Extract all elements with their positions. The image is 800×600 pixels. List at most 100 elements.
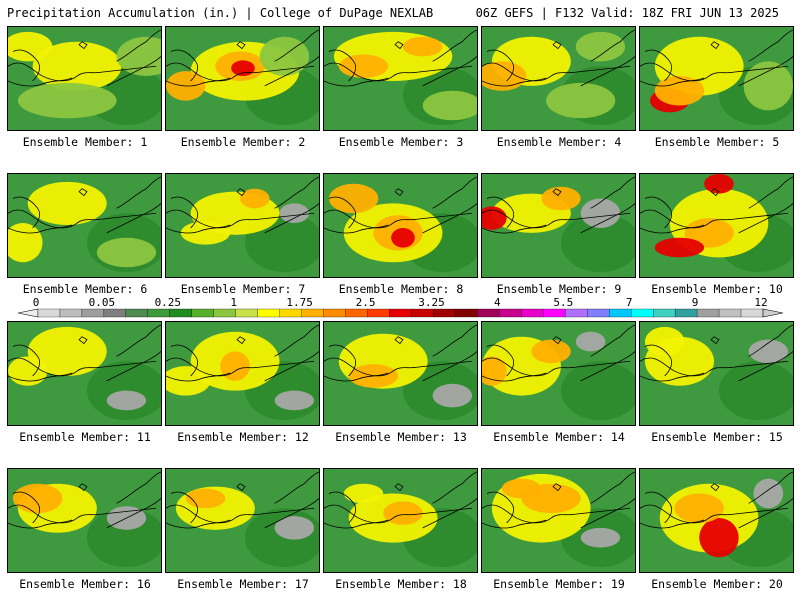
- colorbar-swatch: [301, 308, 324, 318]
- boundary-line: [264, 203, 319, 234]
- boundary-line: [482, 519, 547, 529]
- precip-area: [343, 483, 384, 504]
- boundary-line: [580, 56, 635, 87]
- boundary-line: [324, 519, 389, 529]
- precip-map: [166, 27, 319, 130]
- precip-area: [274, 516, 315, 540]
- precip-map: [482, 27, 635, 130]
- boundary-line: [394, 188, 404, 197]
- colorbar-tick-label: 5.5: [553, 296, 574, 309]
- colorbar-swatch: [631, 308, 654, 318]
- ensemble-map-panel: [323, 468, 478, 573]
- precip-area: [106, 390, 147, 411]
- precip-area: [220, 351, 250, 381]
- boundary-line: [417, 360, 473, 368]
- boundary-line: [394, 336, 404, 345]
- colorbar-swatch: [103, 308, 127, 318]
- boundary-line: [12, 344, 41, 377]
- colorbar-swatch: [565, 308, 588, 318]
- colorbar-tick-label: 1: [230, 296, 238, 309]
- precip-area: [8, 31, 53, 62]
- boundary-line: [101, 507, 157, 515]
- boundary-line: [78, 41, 88, 50]
- boundary-line: [432, 324, 477, 357]
- boundary-line: [733, 212, 789, 220]
- colorbar-swatch: [477, 308, 500, 318]
- boundary-line: [590, 176, 635, 209]
- colorbar-swatch: [543, 308, 566, 318]
- boundary-line: [710, 188, 720, 197]
- colorbar-swatch: [191, 308, 214, 318]
- boundary-line: [274, 471, 319, 504]
- precip-area: [718, 361, 793, 421]
- colorbar-left-arrow: [17, 308, 39, 318]
- boundary-line: [170, 49, 199, 82]
- precip-area: [231, 60, 255, 77]
- boundary-line: [738, 56, 793, 87]
- boundary-line: [12, 49, 41, 82]
- precip-area: [432, 383, 473, 408]
- ensemble-map-panel: [639, 468, 794, 573]
- ensemble-map-panel: [323, 26, 478, 131]
- ensemble-map-panel: [7, 468, 162, 573]
- panel-label: Ensemble Member: 7: [180, 282, 306, 296]
- boundary-line: [417, 212, 473, 220]
- boundary-line: [590, 471, 635, 504]
- colorbar-tick-label: 12: [754, 296, 768, 309]
- boundary-line: [644, 196, 673, 229]
- boundary-line: [482, 77, 547, 87]
- boundary-line: [78, 188, 88, 197]
- ensemble-map-panel: [165, 173, 320, 278]
- boundary-line: [486, 491, 515, 524]
- boundary-line: [166, 519, 231, 529]
- boundary-line: [640, 519, 705, 529]
- boundary-line: [274, 176, 319, 209]
- precip-area: [338, 54, 389, 79]
- colorbar-swatch: [740, 308, 764, 318]
- boundary-line: [8, 77, 73, 87]
- boundary-line: [575, 65, 631, 73]
- precip-map: [166, 322, 319, 425]
- panel-label: Ensemble Member: 6: [22, 282, 148, 296]
- panel-label: Ensemble Member: 16: [19, 577, 151, 591]
- boundary-line: [106, 56, 161, 87]
- colorbar-swatch: [169, 308, 192, 318]
- precip-map: [482, 174, 635, 277]
- boundary-line: [78, 483, 88, 492]
- boundary-line: [324, 77, 389, 87]
- boundary-line: [106, 351, 161, 382]
- boundary-line: [748, 324, 793, 357]
- colorbar-swatch: [59, 308, 83, 318]
- colorbar-swatch: [235, 308, 258, 318]
- boundary-line: [166, 372, 231, 382]
- boundary-line: [328, 49, 357, 82]
- boundary-line: [259, 360, 315, 368]
- panel-label: Ensemble Member: 20: [651, 577, 783, 591]
- boundary-line: [394, 483, 404, 492]
- panel-label: Ensemble Member: 10: [651, 282, 783, 296]
- colorbar-swatch: [367, 308, 390, 318]
- boundary-line: [738, 498, 793, 529]
- precip-map: [640, 469, 793, 572]
- ensemble-map-panel: [165, 321, 320, 426]
- boundary-line: [575, 212, 631, 220]
- precip-map: [324, 174, 477, 277]
- boundary-line: [8, 372, 73, 382]
- precip-area: [383, 501, 423, 525]
- boundary-line: [644, 491, 673, 524]
- ensemble-map-panel: [7, 26, 162, 131]
- boundary-line: [170, 196, 199, 229]
- colorbar-tick-label: 0.05: [88, 296, 116, 309]
- boundary-line: [710, 41, 720, 50]
- precip-map: [8, 174, 161, 277]
- colorbar-right-arrow: [762, 308, 784, 318]
- precip-area: [32, 41, 122, 91]
- boundary-line: [710, 483, 720, 492]
- boundary-line: [236, 41, 246, 50]
- boundary-line: [644, 49, 673, 82]
- boundary-line: [422, 498, 477, 529]
- ensemble-map-panel: [639, 321, 794, 426]
- boundary-line: [116, 176, 161, 209]
- precip-area: [391, 227, 415, 248]
- boundary-line: [486, 49, 515, 82]
